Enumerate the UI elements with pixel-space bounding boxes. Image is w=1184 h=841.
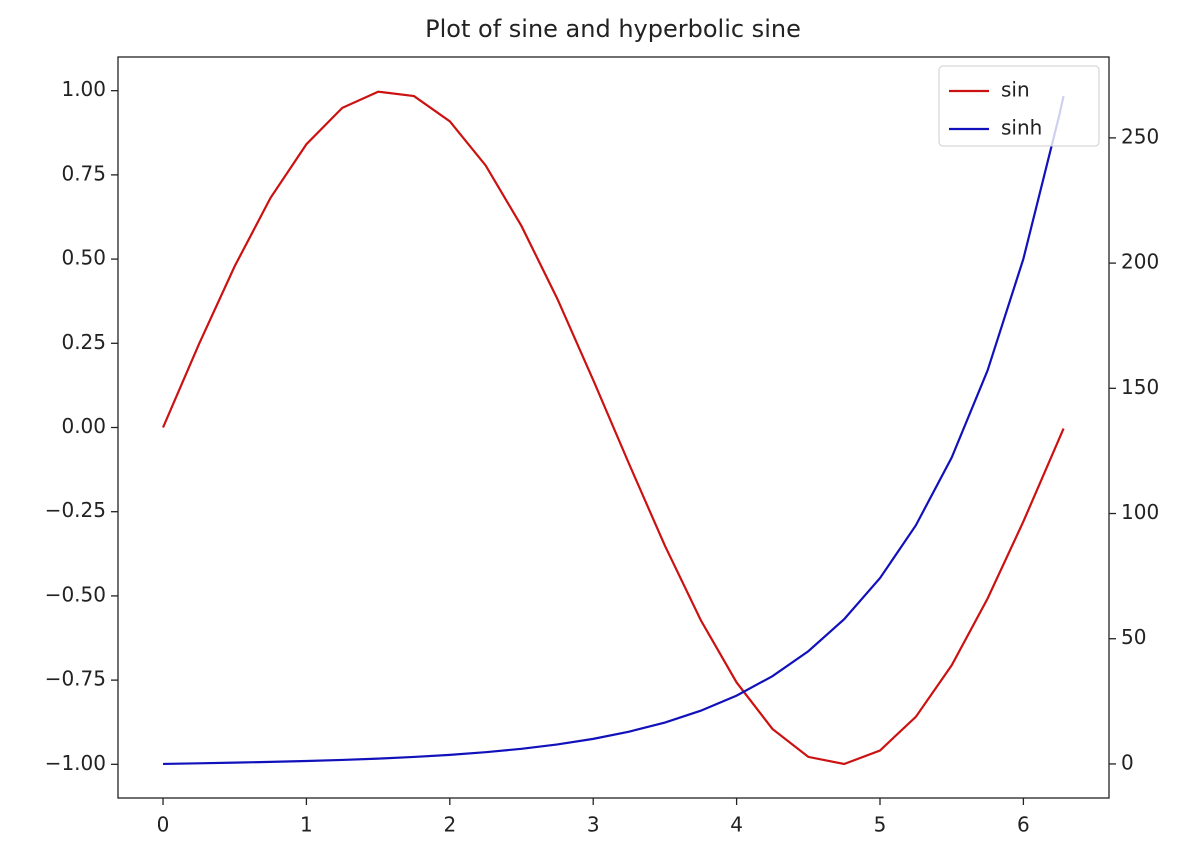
y-tick-label: 0.00 bbox=[61, 414, 106, 438]
line-series bbox=[163, 95, 1065, 766]
y2-tick-label: 200 bbox=[1121, 250, 1159, 274]
y2-tick-label: 150 bbox=[1121, 375, 1159, 399]
x-tick-label: 2 bbox=[443, 813, 456, 837]
y2-tick-label: 50 bbox=[1121, 625, 1146, 649]
y-tick-label: 1.00 bbox=[61, 77, 106, 101]
x-tick-label: 1 bbox=[300, 813, 313, 837]
y2-tick-label: 0 bbox=[1121, 750, 1134, 774]
chart-title: Plot of sine and hyperbolic sine bbox=[425, 15, 801, 43]
y-tick-label: −0.25 bbox=[45, 498, 106, 522]
plot-frame bbox=[117, 56, 1110, 799]
y2-tick-label: 250 bbox=[1121, 124, 1159, 148]
legend-label: sin bbox=[1001, 78, 1030, 102]
legend-box bbox=[938, 65, 1100, 147]
y-tick-label: 0.75 bbox=[61, 161, 106, 185]
y2-tick-label: 100 bbox=[1121, 500, 1159, 524]
y-tick-label: 0.50 bbox=[61, 246, 106, 270]
line-series bbox=[162, 90, 1065, 766]
y-tick-label: −0.50 bbox=[45, 582, 106, 606]
x-tick-label: 5 bbox=[874, 813, 887, 837]
y-tick-label: −0.75 bbox=[45, 667, 106, 691]
x-tick-label: 3 bbox=[587, 813, 600, 837]
x-tick-label: 6 bbox=[1017, 813, 1030, 837]
legend-label: sinh bbox=[1001, 116, 1042, 140]
y-tick-label: 0.25 bbox=[61, 330, 106, 354]
x-tick-label: 4 bbox=[730, 813, 743, 837]
y-tick-label: −1.00 bbox=[45, 751, 106, 775]
x-tick-label: 0 bbox=[157, 813, 170, 837]
